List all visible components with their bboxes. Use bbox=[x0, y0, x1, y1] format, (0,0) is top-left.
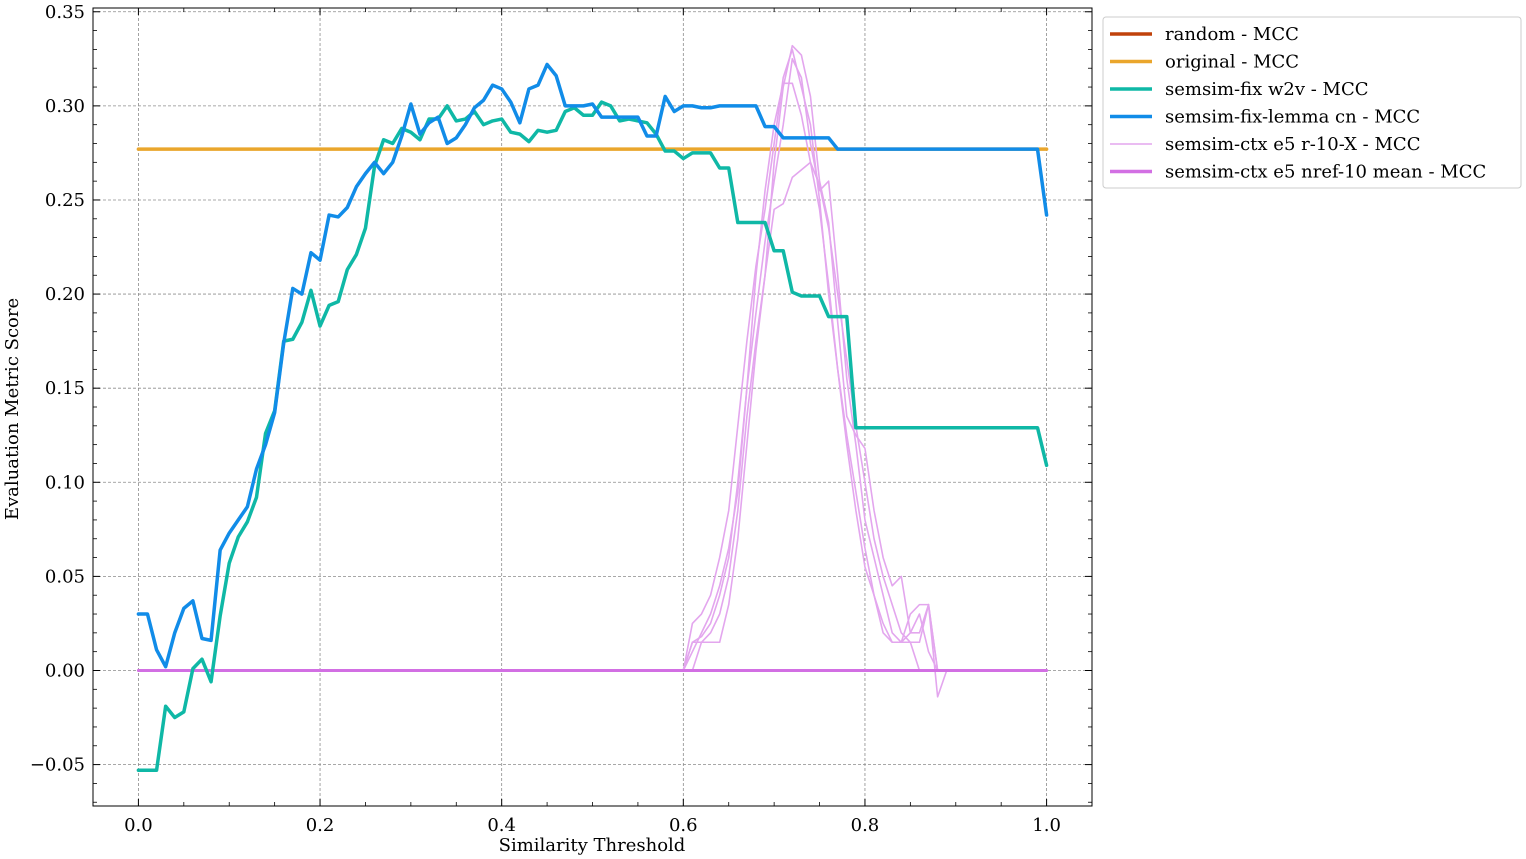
y-tick-label: 0.35 bbox=[45, 2, 85, 23]
y-tick-label: 0.25 bbox=[45, 190, 85, 211]
y-tick-label: 0.20 bbox=[45, 284, 85, 305]
legend-label: semsim-ctx e5 nref-10 mean - MCC bbox=[1165, 162, 1486, 183]
legend-label: semsim-ctx e5 r-10-X - MCC bbox=[1165, 134, 1420, 155]
x-tick-label: 0.4 bbox=[487, 815, 516, 836]
tick-labels: 0.0 0.2 0.4 0.6 0.8 1.0 −0.05 0.00 0.05 0.10 0.15 0… bbox=[30, 2, 1061, 836]
legend-label: original - MCC bbox=[1165, 52, 1299, 73]
series-line-semsim-fix-lemma-cn-mcc bbox=[136, 62, 1049, 669]
x-tick-label: 0.2 bbox=[306, 815, 335, 836]
legend-label: semsim-fix w2v - MCC bbox=[1165, 79, 1369, 100]
axis-ticks bbox=[92, 8, 1093, 806]
y-tick-label: 0.00 bbox=[45, 660, 85, 681]
x-tick-label: 0.8 bbox=[851, 815, 880, 836]
series-line-semsim-ctx-e5-r-10-x-mcc bbox=[682, 58, 939, 672]
x-tick-label: 1.0 bbox=[1032, 815, 1061, 836]
y-tick-label: 0.10 bbox=[45, 472, 85, 493]
series-line-semsim-ctx-e5-r-10-x-mcc bbox=[682, 82, 939, 672]
x-axis-label: Similarity Threshold bbox=[499, 835, 686, 856]
y-tick-label: 0.05 bbox=[45, 566, 85, 587]
legend-label: semsim-fix-lemma cn - MCC bbox=[1165, 107, 1420, 128]
x-tick-label: 0.0 bbox=[124, 815, 153, 836]
series-lines bbox=[136, 44, 1049, 772]
y-tick-label: 0.15 bbox=[45, 378, 85, 399]
y-axis-label: Evaluation Metric Score bbox=[2, 298, 23, 520]
legend: random - MCC original - MCC semsim-fix w2v… bbox=[1102, 16, 1522, 189]
series-line-semsim-ctx-e5-r-10-x-mcc bbox=[682, 161, 939, 672]
plot-frame bbox=[92, 7, 1093, 807]
legend-label: random - MCC bbox=[1165, 24, 1299, 45]
legend-box bbox=[1102, 16, 1522, 189]
y-tick-label: −0.05 bbox=[30, 755, 85, 776]
grid bbox=[93, 8, 1092, 806]
x-tick-label: 0.6 bbox=[669, 815, 698, 836]
y-tick-label: 0.30 bbox=[45, 96, 85, 117]
